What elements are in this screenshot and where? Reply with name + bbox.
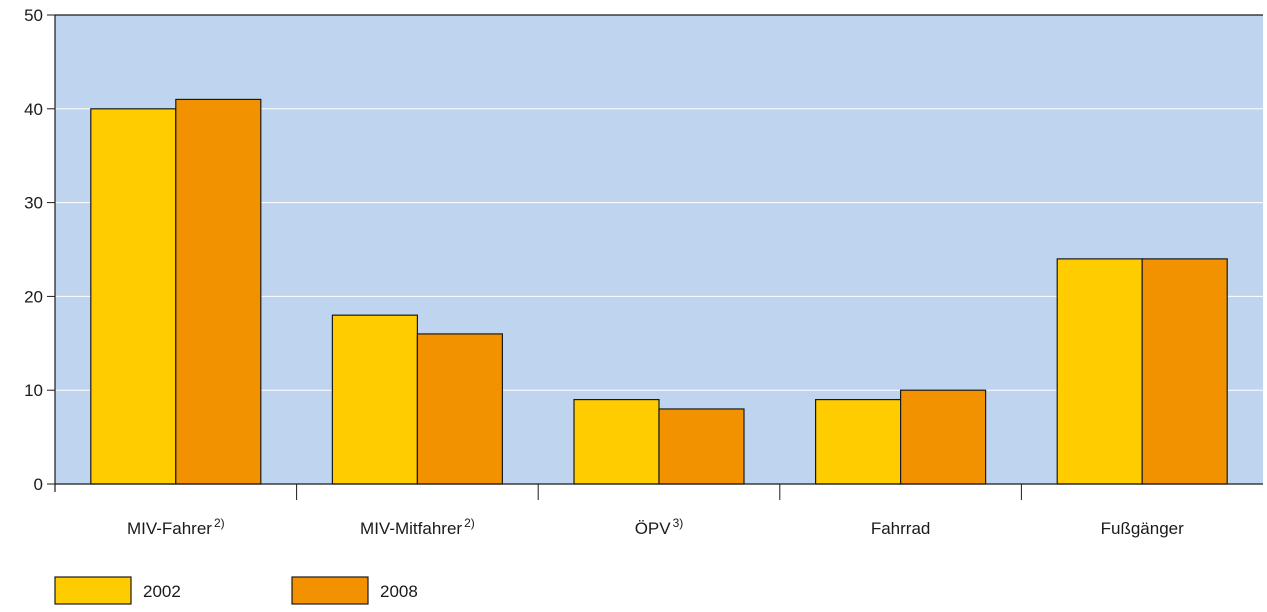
legend-swatch-2008 [292, 577, 368, 604]
x-category-label: MIV-Mitfahrer 2) [360, 516, 475, 538]
x-category-label: ÖPV 3) [635, 516, 684, 538]
bar-2002-2 [574, 400, 659, 484]
y-axis-ticks: 0 10 20 30 40 50 [24, 6, 55, 494]
category-name: Fußgänger [1101, 519, 1184, 538]
legend: 2002 2008 [55, 577, 418, 604]
y-tick-label: 30 [24, 194, 43, 213]
y-tick-label: 0 [34, 475, 43, 494]
bar-2002-4 [1057, 259, 1142, 484]
y-tick-label: 50 [24, 6, 43, 25]
category-footnote: 2) [214, 516, 225, 530]
bar-2008-2 [659, 409, 744, 484]
bar-2008-4 [1142, 259, 1227, 484]
category-name: ÖPV [635, 519, 672, 538]
category-footnote: 3) [673, 516, 684, 530]
legend-label-2002: 2002 [143, 582, 181, 601]
category-name: Fahrrad [871, 519, 931, 538]
bar-2008-0 [176, 99, 261, 484]
y-tick-label: 40 [24, 100, 43, 119]
y-tick-label: 10 [24, 381, 43, 400]
category-footnote: 2) [464, 516, 475, 530]
bar-2002-3 [816, 400, 901, 484]
x-category-label: Fahrrad [871, 519, 931, 538]
legend-swatch-2002 [55, 577, 131, 604]
legend-label-2008: 2008 [380, 582, 418, 601]
x-category-label: MIV-Fahrer 2) [127, 516, 225, 538]
y-tick-label: 20 [24, 287, 43, 306]
bar-2008-1 [417, 334, 502, 484]
bar-2008-3 [901, 390, 986, 484]
x-axis-labels: MIV-Fahrer 2) MIV-Mitfahrer 2) ÖPV 3) Fahrrad F… [127, 516, 1184, 538]
x-category-label: Fußgänger [1101, 519, 1184, 538]
category-name: MIV-Mitfahrer [360, 519, 462, 538]
bar-2002-0 [91, 109, 176, 484]
category-name: MIV-Fahrer [127, 519, 212, 538]
bar-2002-1 [332, 315, 417, 484]
